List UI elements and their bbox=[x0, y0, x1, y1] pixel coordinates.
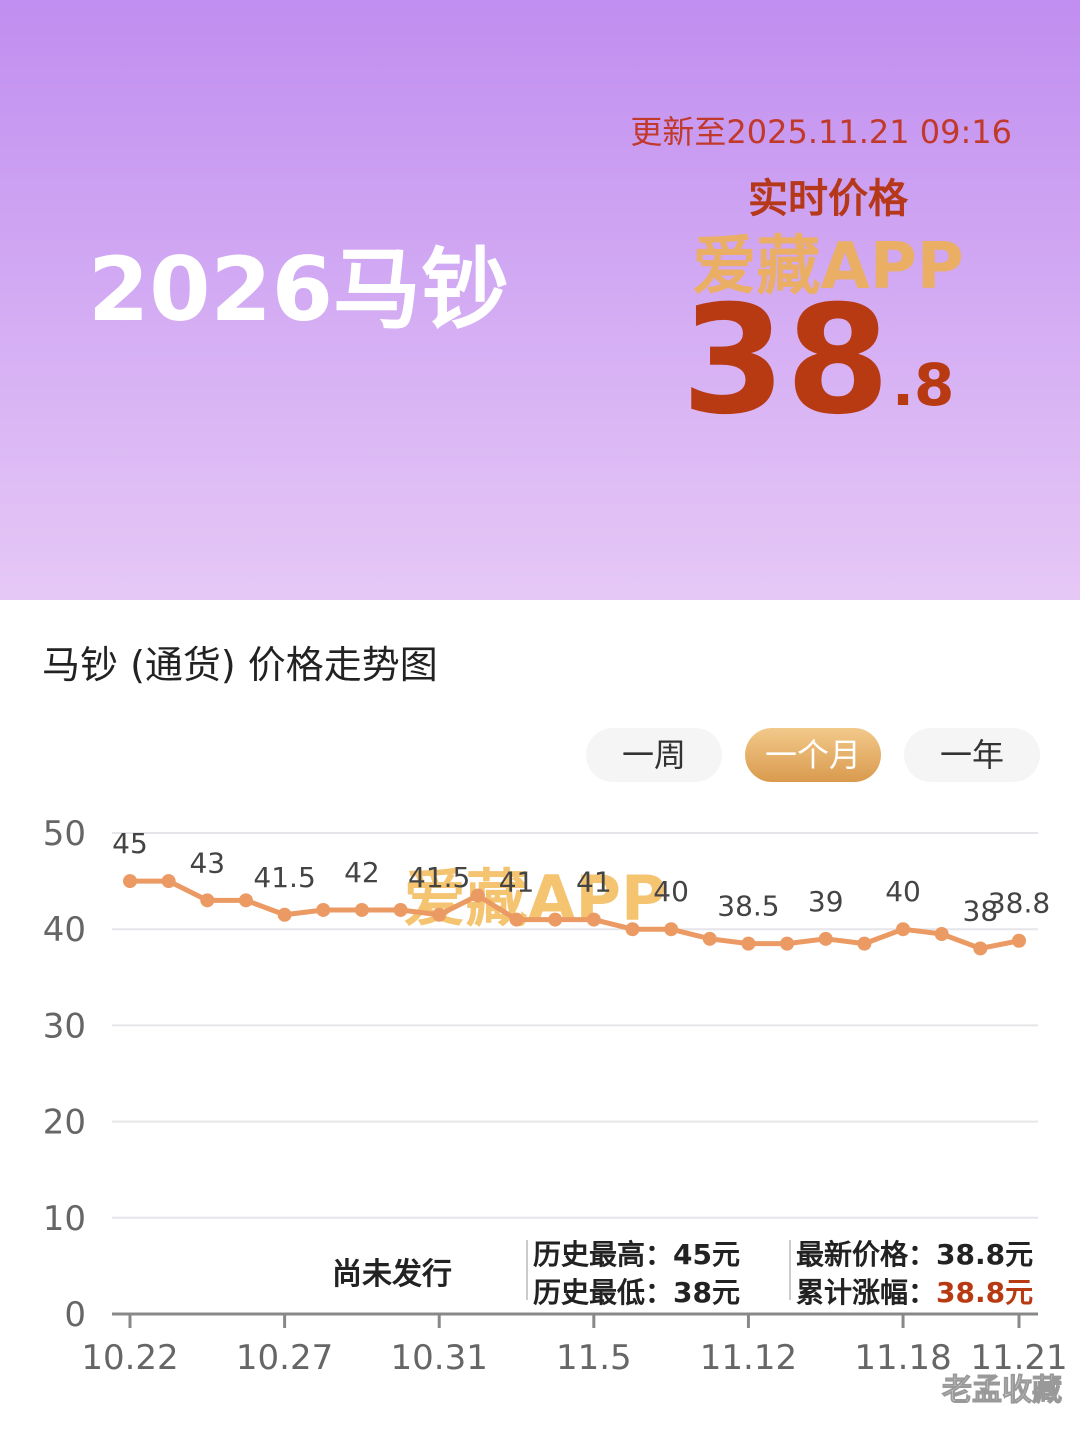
data-point bbox=[123, 874, 137, 889]
price-dec: .8 bbox=[892, 351, 954, 419]
value-label: 41 bbox=[499, 866, 535, 899]
y-tick-label: 0 bbox=[64, 1295, 86, 1335]
banner-title: 2026马钞 bbox=[88, 238, 509, 341]
content-bg bbox=[0, 600, 1080, 1429]
button-bg bbox=[745, 728, 881, 782]
stat-change-label: 累计涨幅： bbox=[796, 1276, 936, 1309]
data-point bbox=[200, 893, 215, 908]
data-point bbox=[702, 931, 717, 946]
value-label: 40 bbox=[653, 875, 689, 908]
data-point bbox=[934, 927, 949, 942]
status: 尚未发行 bbox=[332, 1257, 452, 1292]
price-int: 38 bbox=[681, 274, 890, 448]
value-label: 38.8 bbox=[988, 887, 1050, 920]
data-point bbox=[354, 902, 369, 917]
x-tick-label: 10.31 bbox=[391, 1338, 488, 1378]
button-bg bbox=[904, 728, 1040, 782]
data-point bbox=[896, 922, 911, 937]
data-point bbox=[277, 907, 292, 922]
value-label: 38.5 bbox=[717, 890, 779, 923]
y-tick-label: 40 bbox=[43, 910, 86, 950]
value-label: 39 bbox=[808, 885, 844, 918]
period-button[interactable]: 一年 bbox=[904, 728, 1040, 782]
data-point bbox=[625, 922, 640, 937]
stat-change-value: 38.8元 bbox=[936, 1276, 1033, 1309]
x-tick-label: 11.5 bbox=[556, 1338, 632, 1378]
data-point bbox=[818, 931, 833, 946]
footer-watermark: 老孟收藏 bbox=[942, 1373, 1062, 1408]
data-point bbox=[161, 874, 176, 889]
data-point bbox=[470, 888, 485, 903]
stat-high: 历史最高：45元 bbox=[533, 1238, 740, 1271]
y-tick-label: 20 bbox=[43, 1103, 86, 1143]
data-point bbox=[548, 912, 563, 927]
value-label: 38 bbox=[963, 894, 999, 927]
data-point bbox=[741, 936, 756, 951]
value-label: 42 bbox=[344, 856, 380, 889]
chart-watermark: 爱藏APP bbox=[404, 862, 667, 935]
value-label: 40 bbox=[885, 875, 921, 908]
y-tick-label: 50 bbox=[43, 814, 86, 854]
chart-title: 马钞 (通货) 价格走势图 bbox=[42, 643, 438, 687]
watermark: 爱藏APP bbox=[692, 230, 963, 304]
button-label: 一周 bbox=[622, 736, 686, 774]
button-bg bbox=[586, 728, 722, 782]
stat-low: 历史最低：38元 bbox=[533, 1276, 740, 1309]
data-point bbox=[973, 941, 988, 956]
period-button[interactable]: 一个月 bbox=[745, 728, 881, 782]
x-tick-label: 10.22 bbox=[81, 1338, 178, 1378]
data-point bbox=[664, 922, 679, 937]
value-label: 43 bbox=[189, 846, 225, 879]
x-tick-label: 11.12 bbox=[700, 1338, 797, 1378]
stat-change: 累计涨幅：38.8元 bbox=[796, 1276, 1033, 1309]
data-point bbox=[393, 902, 408, 917]
stat-latest: 最新价格：38.8元 bbox=[796, 1238, 1033, 1271]
price-caption: 实时价格 bbox=[748, 176, 909, 222]
value-label: 41.5 bbox=[253, 861, 315, 894]
banner-bg bbox=[0, 0, 1080, 600]
button-label: 一个月 bbox=[765, 736, 861, 774]
data-point bbox=[1012, 933, 1026, 948]
data-point bbox=[509, 912, 524, 927]
value-label: 41.5 bbox=[408, 861, 470, 894]
value-label: 45 bbox=[112, 827, 148, 860]
data-point bbox=[432, 907, 447, 922]
data-point bbox=[857, 936, 872, 951]
y-tick-label: 30 bbox=[43, 1006, 86, 1046]
data-point bbox=[586, 912, 601, 927]
button-label: 一年 bbox=[940, 736, 1004, 774]
x-tick-label: 10.27 bbox=[236, 1338, 333, 1378]
data-point bbox=[316, 902, 331, 917]
y-tick-label: 10 bbox=[43, 1199, 86, 1239]
update-time: 更新至2025.11.21 09:16 bbox=[630, 113, 1012, 151]
value-label: 41 bbox=[576, 866, 612, 899]
x-tick-label: 11.21 bbox=[970, 1338, 1067, 1378]
x-tick-label: 11.18 bbox=[854, 1338, 951, 1378]
data-point bbox=[238, 893, 253, 908]
data-point bbox=[780, 936, 795, 951]
period-button[interactable]: 一周 bbox=[586, 728, 722, 782]
